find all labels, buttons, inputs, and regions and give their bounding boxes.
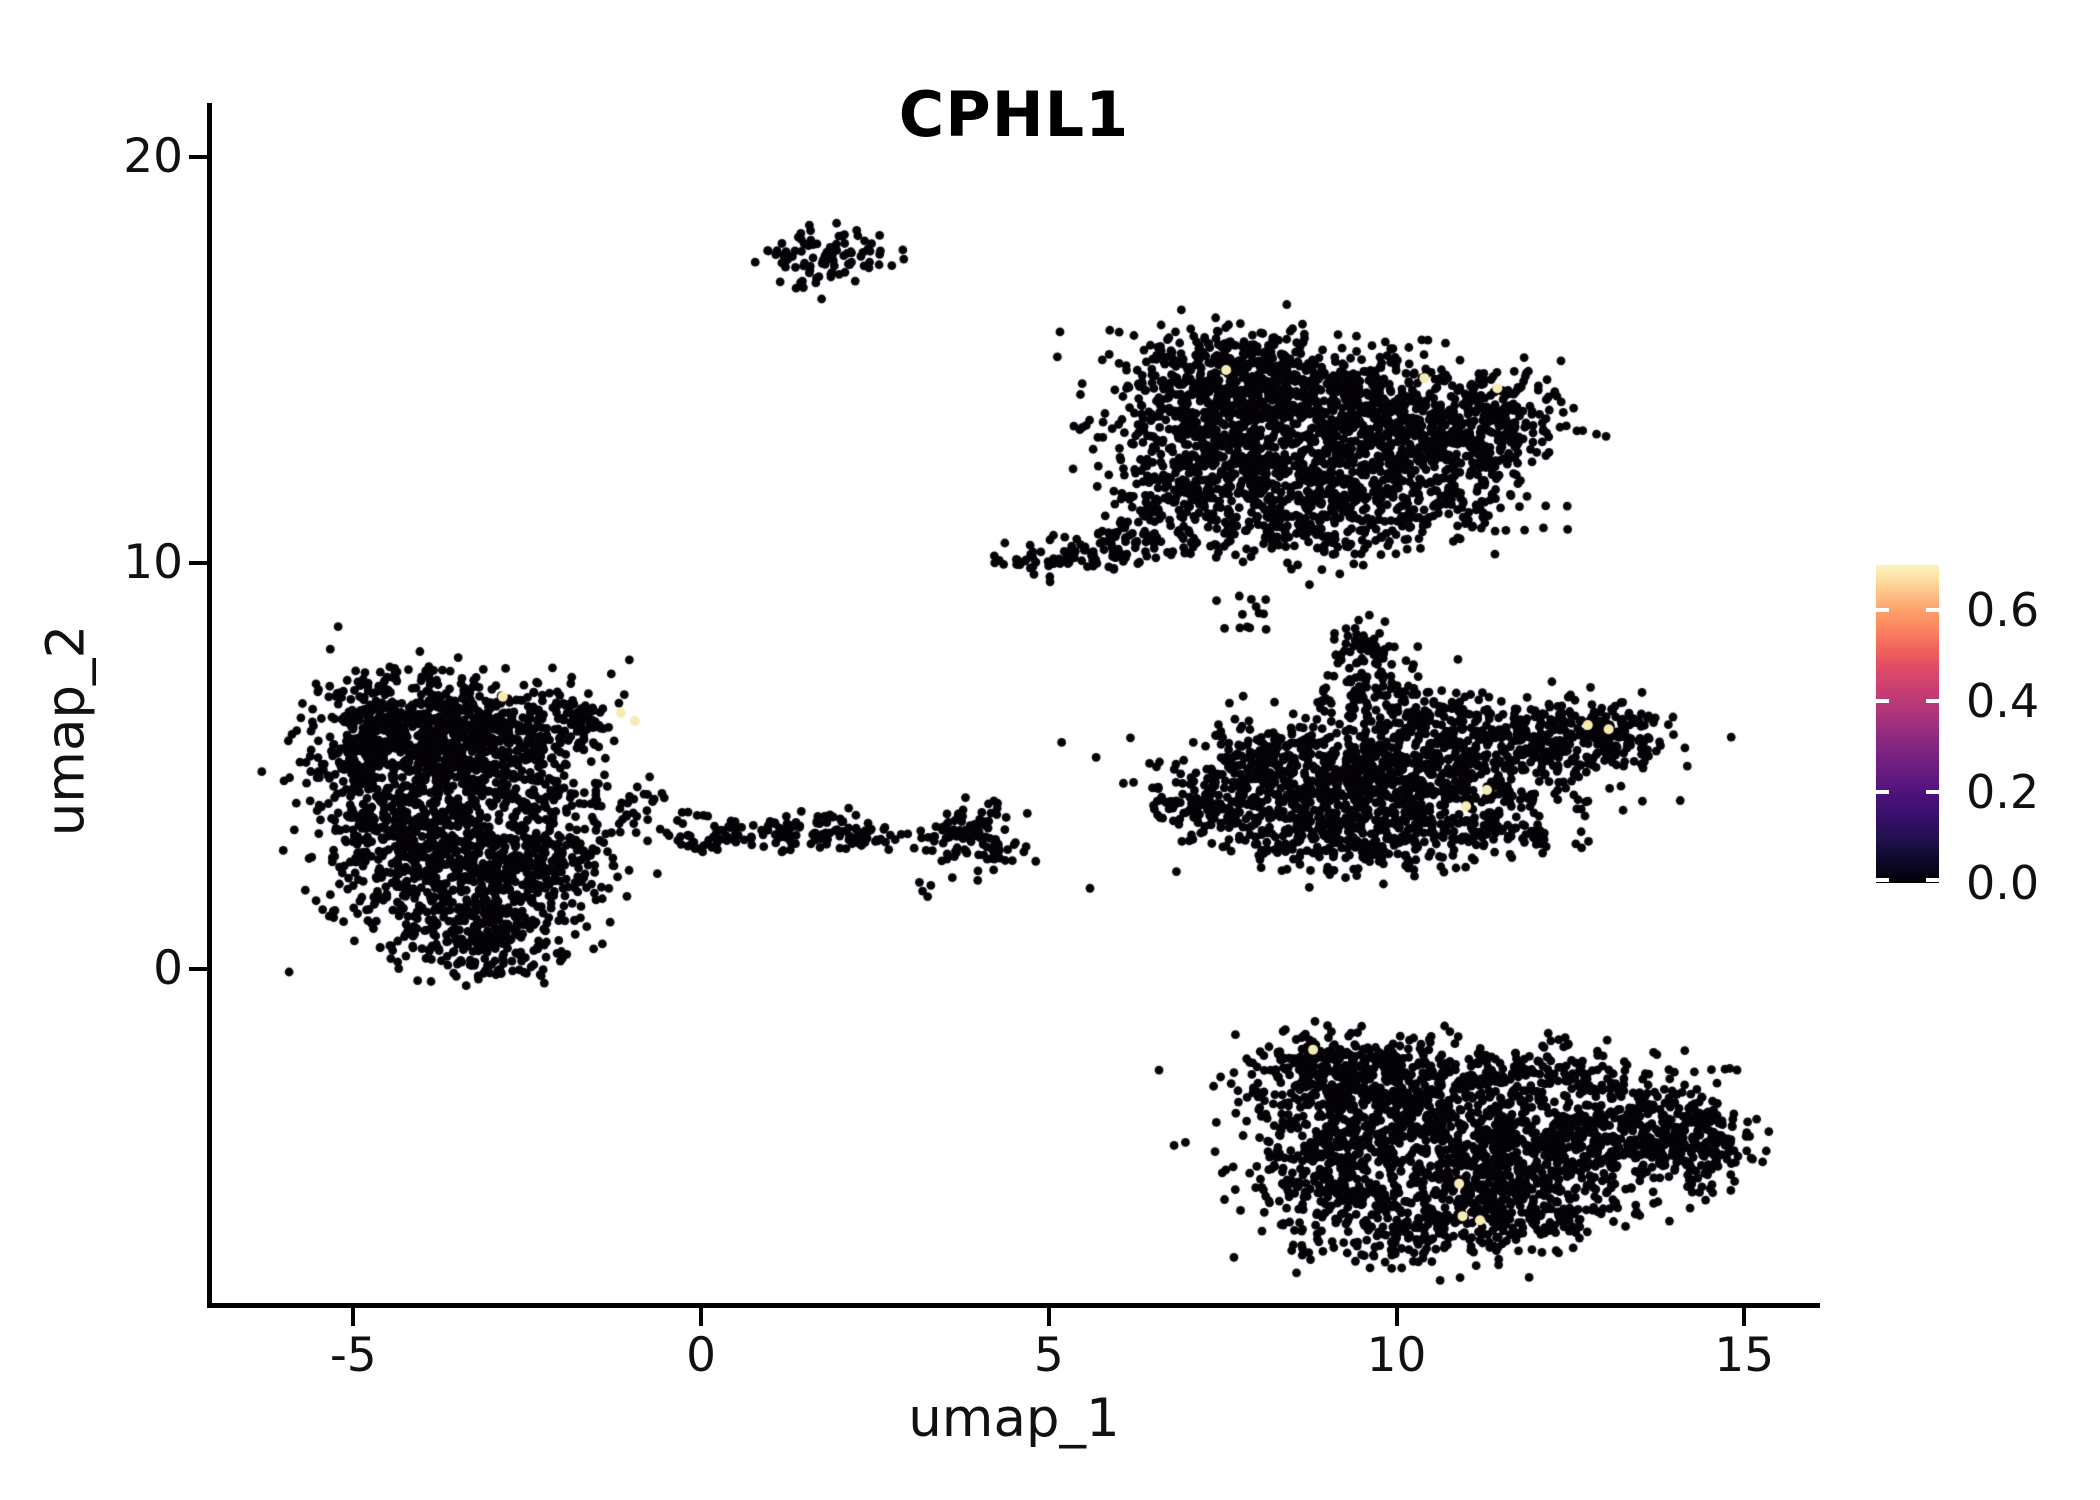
- x-tick-mark: [699, 1308, 704, 1326]
- x-axis-line: [207, 1303, 1820, 1308]
- colorbar-tick-mark: [1876, 878, 1889, 882]
- x-axis-title: umap_1: [908, 1388, 1120, 1449]
- colorbar-tick-mark: [1876, 608, 1889, 613]
- x-tick-mark: [351, 1308, 356, 1326]
- y-axis-title: umap_2: [35, 624, 97, 837]
- x-tick-mark: [1742, 1308, 1747, 1326]
- colorbar-tick-label: 0.2: [1966, 765, 2040, 820]
- x-tick-mark: [1394, 1308, 1399, 1326]
- colorbar-tick-label: 0.6: [1966, 583, 2040, 638]
- x-tick-label: 10: [1366, 1328, 1427, 1383]
- colorbar-tick-mark: [1926, 608, 1939, 613]
- y-tick-mark: [189, 154, 207, 159]
- x-tick-label: 15: [1714, 1328, 1775, 1383]
- y-tick-mark: [189, 966, 207, 971]
- colorbar-tick-mark: [1926, 790, 1939, 795]
- plot-title: CPHL1: [898, 78, 1130, 151]
- colorbar-tick-mark: [1876, 699, 1889, 704]
- colorbar-tick-label: 0.4: [1966, 674, 2040, 729]
- x-tick-label: 5: [1033, 1328, 1064, 1383]
- x-tick-label: -5: [329, 1328, 377, 1383]
- colorbar-tick-mark: [1876, 790, 1889, 795]
- y-tick-label: 0: [153, 940, 183, 996]
- y-tick-label: 20: [123, 128, 183, 184]
- y-tick-label: 10: [123, 534, 183, 590]
- colorbar-tick-label: 0.0: [1966, 856, 2040, 910]
- colorbar-gradient: [1876, 565, 1939, 883]
- colorbar-tick-mark: [1926, 878, 1939, 882]
- colorbar-tick-mark: [1926, 699, 1939, 704]
- x-tick-label: 0: [686, 1328, 716, 1383]
- y-axis-line: [207, 103, 212, 1308]
- x-tick-mark: [1046, 1308, 1051, 1326]
- y-tick-mark: [189, 560, 207, 565]
